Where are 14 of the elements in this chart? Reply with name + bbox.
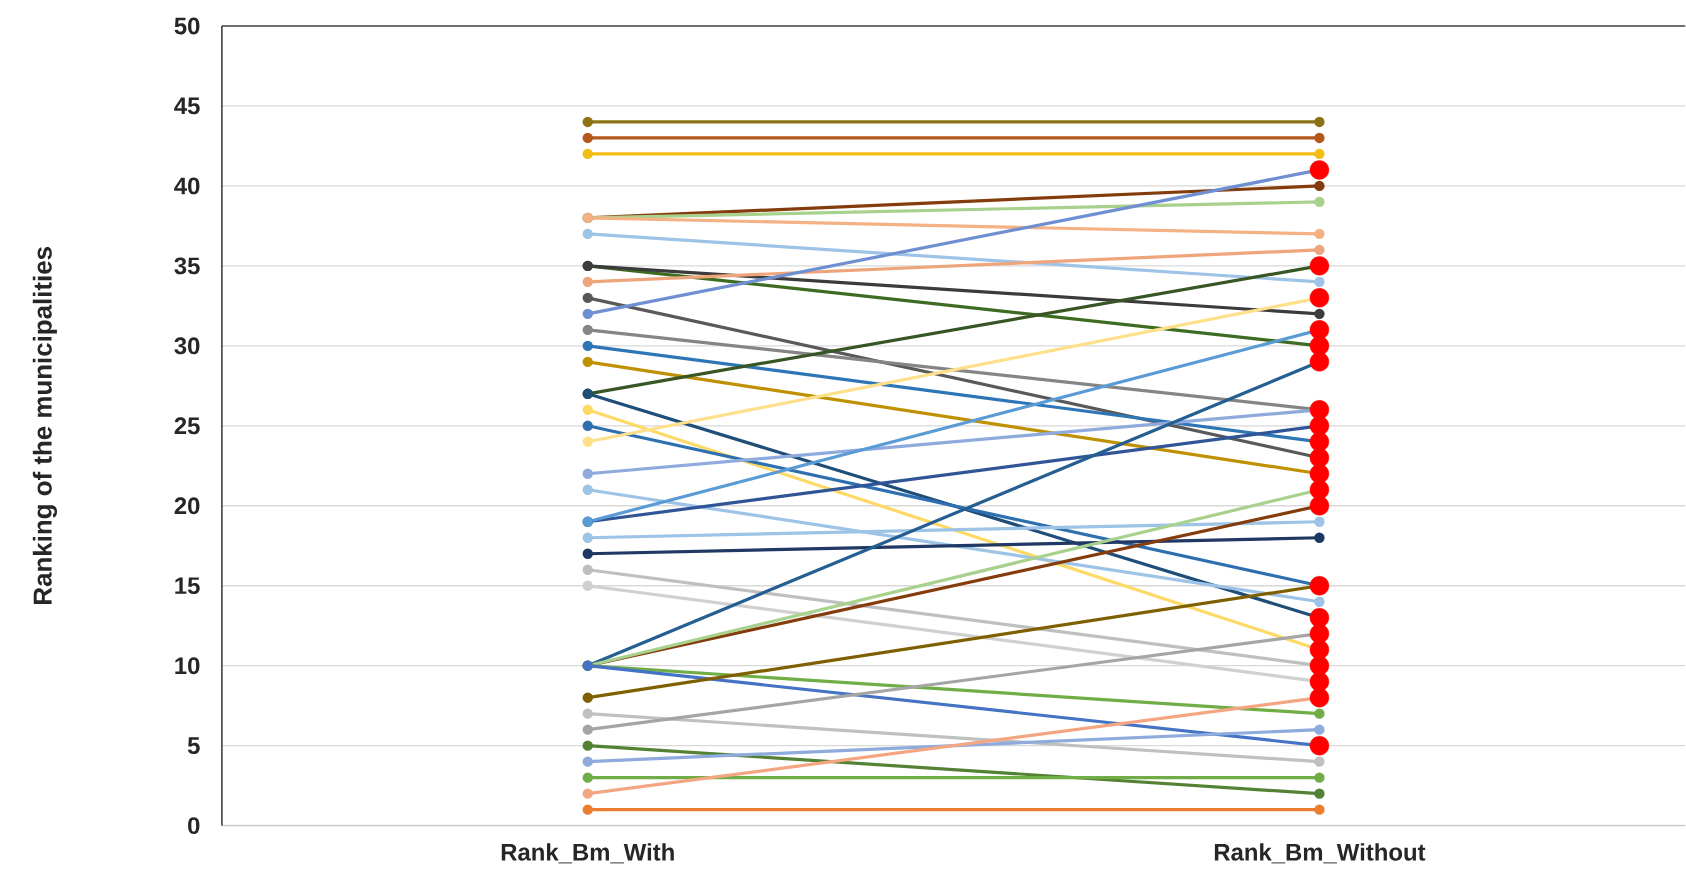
- y-tick-label: 25: [174, 417, 200, 435]
- y-tick-label: 10: [175, 657, 200, 675]
- y-tick-label: 15: [175, 577, 200, 595]
- y-tick-label: 50: [174, 17, 200, 35]
- y-tick-label: 45: [174, 97, 200, 115]
- y-tick-label: 40: [174, 177, 200, 195]
- y-axis-title: Ranking of the municipalities: [32, 247, 58, 605]
- x-tick-label: Rank_Bm_Without: [1214, 843, 1426, 864]
- y-tick-label: 30: [174, 337, 200, 355]
- y-tick-label: 20: [174, 497, 200, 515]
- y-tick-label: 35: [174, 257, 200, 275]
- x-tick-label: Rank_Bm_With: [501, 843, 674, 864]
- y-tick-label: 5: [187, 737, 200, 755]
- y-tick-label: 0: [188, 817, 200, 835]
